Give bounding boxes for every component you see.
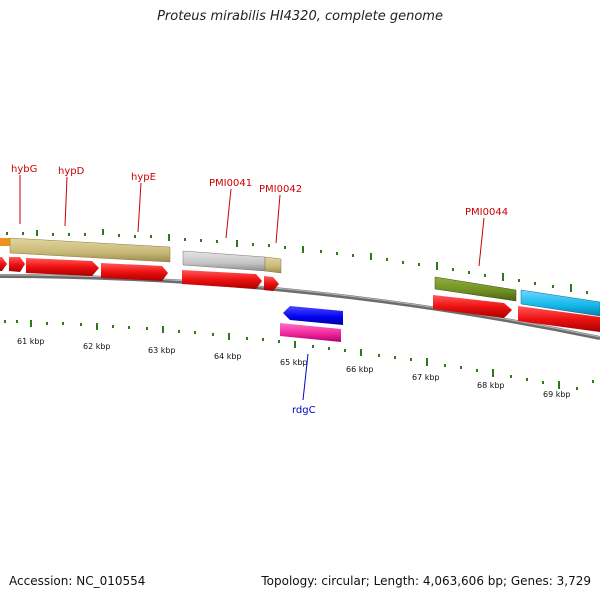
gene-track[interactable] bbox=[0, 237, 600, 317]
gene-label-rdgC: rdgC bbox=[292, 405, 316, 416]
gene-PMI0041-gray bbox=[182, 250, 266, 272]
cds-arrow bbox=[9, 257, 25, 272]
kbp-label-63: 63 kbp bbox=[148, 346, 176, 355]
accession-text: Accession: NC_010554 bbox=[9, 574, 146, 588]
gene-label-hypD: hypD bbox=[58, 166, 85, 177]
cds-arrow bbox=[26, 258, 99, 276]
gene-label-PMI0041: PMI0041 bbox=[209, 178, 252, 189]
genome-backbone bbox=[0, 274, 600, 340]
cds-arrow bbox=[182, 270, 262, 289]
kbp-label-69: 69 kbp bbox=[543, 390, 571, 399]
genome-backbone-highlight bbox=[0, 274, 600, 338]
label-leaders bbox=[19, 175, 485, 401]
kbp-label-61: 61 kbp bbox=[17, 337, 45, 346]
gene-PMI0044-olive bbox=[434, 276, 517, 302]
inner-tick-ring bbox=[4, 320, 594, 390]
gene-label-PMI0044: PMI0044 bbox=[465, 207, 508, 218]
gene-labels: hybG hypD hypE PMI0041 PMI0042 PMI0044 r… bbox=[11, 164, 508, 416]
cds-track[interactable] bbox=[0, 257, 600, 332]
genome-summary-text: Topology: circular; Length: 4,063,606 bp… bbox=[261, 574, 591, 588]
gene-rdgC-blue bbox=[283, 306, 343, 325]
gene-label-hybG: hybG bbox=[11, 164, 37, 175]
cds-arrow bbox=[264, 276, 279, 291]
cds-arrow bbox=[518, 306, 600, 332]
gene-cyan bbox=[520, 289, 600, 317]
gene-PMI0042-tan bbox=[264, 256, 282, 274]
kbp-label-65: 65 kbp bbox=[280, 358, 308, 367]
gene-rdgC-pink bbox=[280, 323, 341, 342]
kbp-label-68: 68 kbp bbox=[477, 381, 505, 390]
outer-tick-ring bbox=[6, 229, 588, 294]
gene-hybG-tan bbox=[9, 237, 171, 263]
cds-arrow bbox=[433, 295, 512, 318]
cds-arrow bbox=[101, 263, 168, 281]
kbp-label-62: 62 kbp bbox=[83, 342, 111, 351]
reverse-track[interactable] bbox=[280, 306, 343, 342]
map-title: Proteus mirabilis HI4320, complete genom… bbox=[157, 9, 443, 24]
kbp-label-64: 64 kbp bbox=[214, 352, 242, 361]
kbp-labels: 61 kbp 62 kbp 63 kbp 64 kbp 65 kbp 66 kb… bbox=[17, 337, 571, 399]
gene-label-PMI0042: PMI0042 bbox=[259, 184, 302, 195]
gene-orange bbox=[0, 238, 10, 246]
gene-label-hypE: hypE bbox=[131, 172, 156, 183]
cds-arrow bbox=[0, 257, 7, 271]
kbp-label-66: 66 kbp bbox=[346, 365, 374, 374]
kbp-label-67: 67 kbp bbox=[412, 373, 440, 382]
